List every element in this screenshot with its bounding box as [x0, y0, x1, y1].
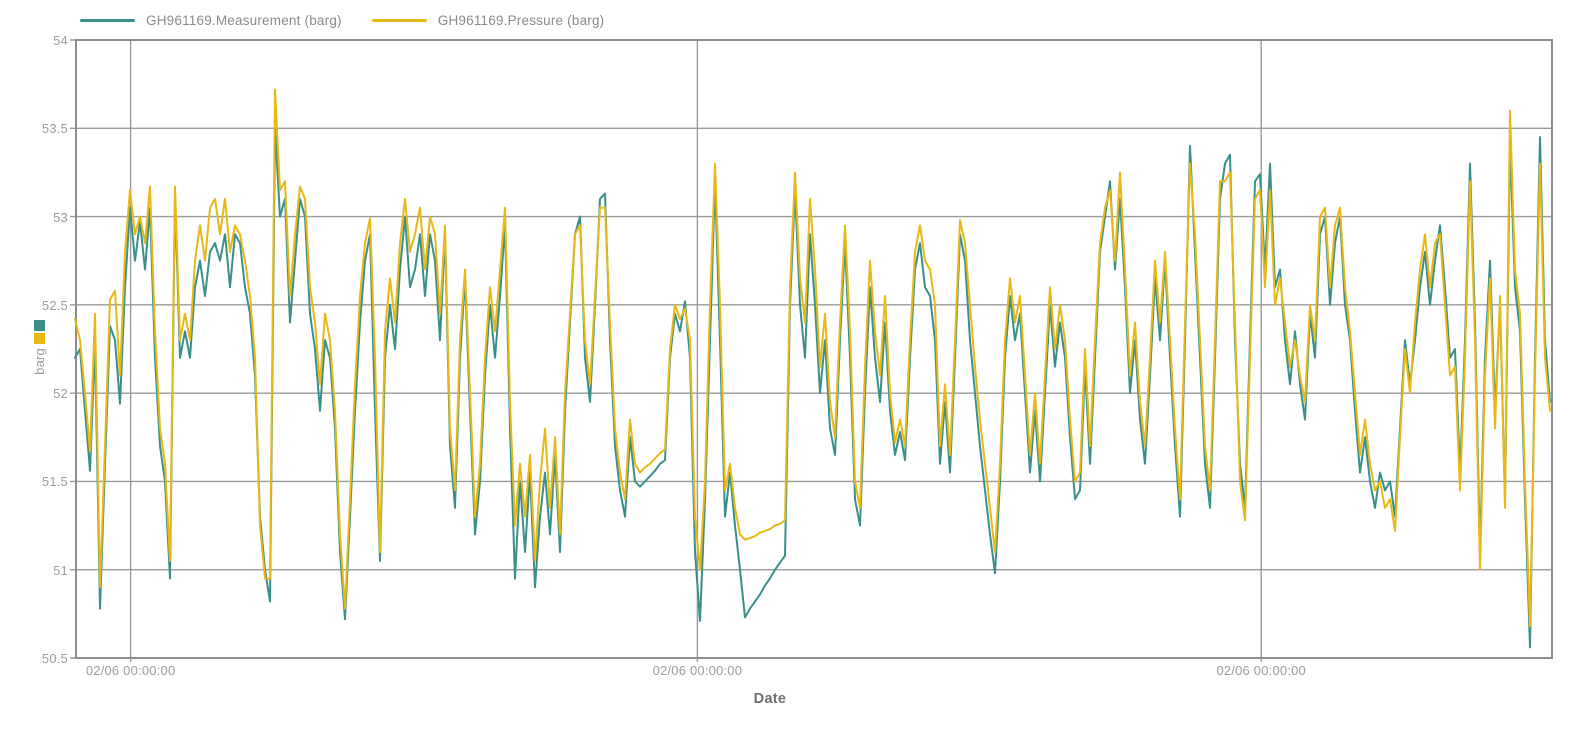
y-tick-label: 54	[53, 33, 68, 48]
legend-item-pressure[interactable]: GH961169.Pressure (barg)	[371, 13, 605, 28]
pressure-series-label: GH961169.Pressure (barg)	[437, 13, 605, 28]
measurement-series-swatch	[80, 19, 135, 22]
y-tick-label: 53.5	[41, 121, 68, 137]
legend-item-measurement[interactable]: GH961169.Measurement (barg)	[80, 13, 342, 28]
y-axis-title: barg	[31, 348, 47, 375]
pressure-axis-swatch	[33, 333, 45, 344]
x-tick-label: 02/06 00:00:00	[652, 663, 743, 678]
chart-legend: GH961169.Measurement (barg) GH961169.Pre…	[80, 13, 604, 28]
y-tick-label: 52	[53, 386, 68, 402]
measurement-series-label: GH961169.Measurement (barg)	[146, 13, 342, 28]
measurement-axis-swatch	[33, 320, 45, 331]
x-tick-label: 02/06 00:00:00	[1216, 663, 1306, 678]
y-tick-label: 51	[53, 562, 68, 578]
y-axis-label-block: barg	[30, 320, 48, 375]
series-line-measurement	[74, 127, 1551, 649]
pressure-series-swatch	[371, 19, 427, 22]
plot-border	[75, 39, 1553, 659]
y-tick-label: 53	[53, 209, 68, 225]
x-tick-label: 02/06 00:00:00	[85, 663, 176, 678]
y-tick-label: 52.5	[41, 297, 68, 313]
series-line-pressure	[74, 88, 1551, 628]
x-axis-title: Date	[753, 691, 787, 707]
y-tick-label: 50.5	[41, 651, 68, 666]
y-tick-label: 51.5	[41, 474, 68, 490]
